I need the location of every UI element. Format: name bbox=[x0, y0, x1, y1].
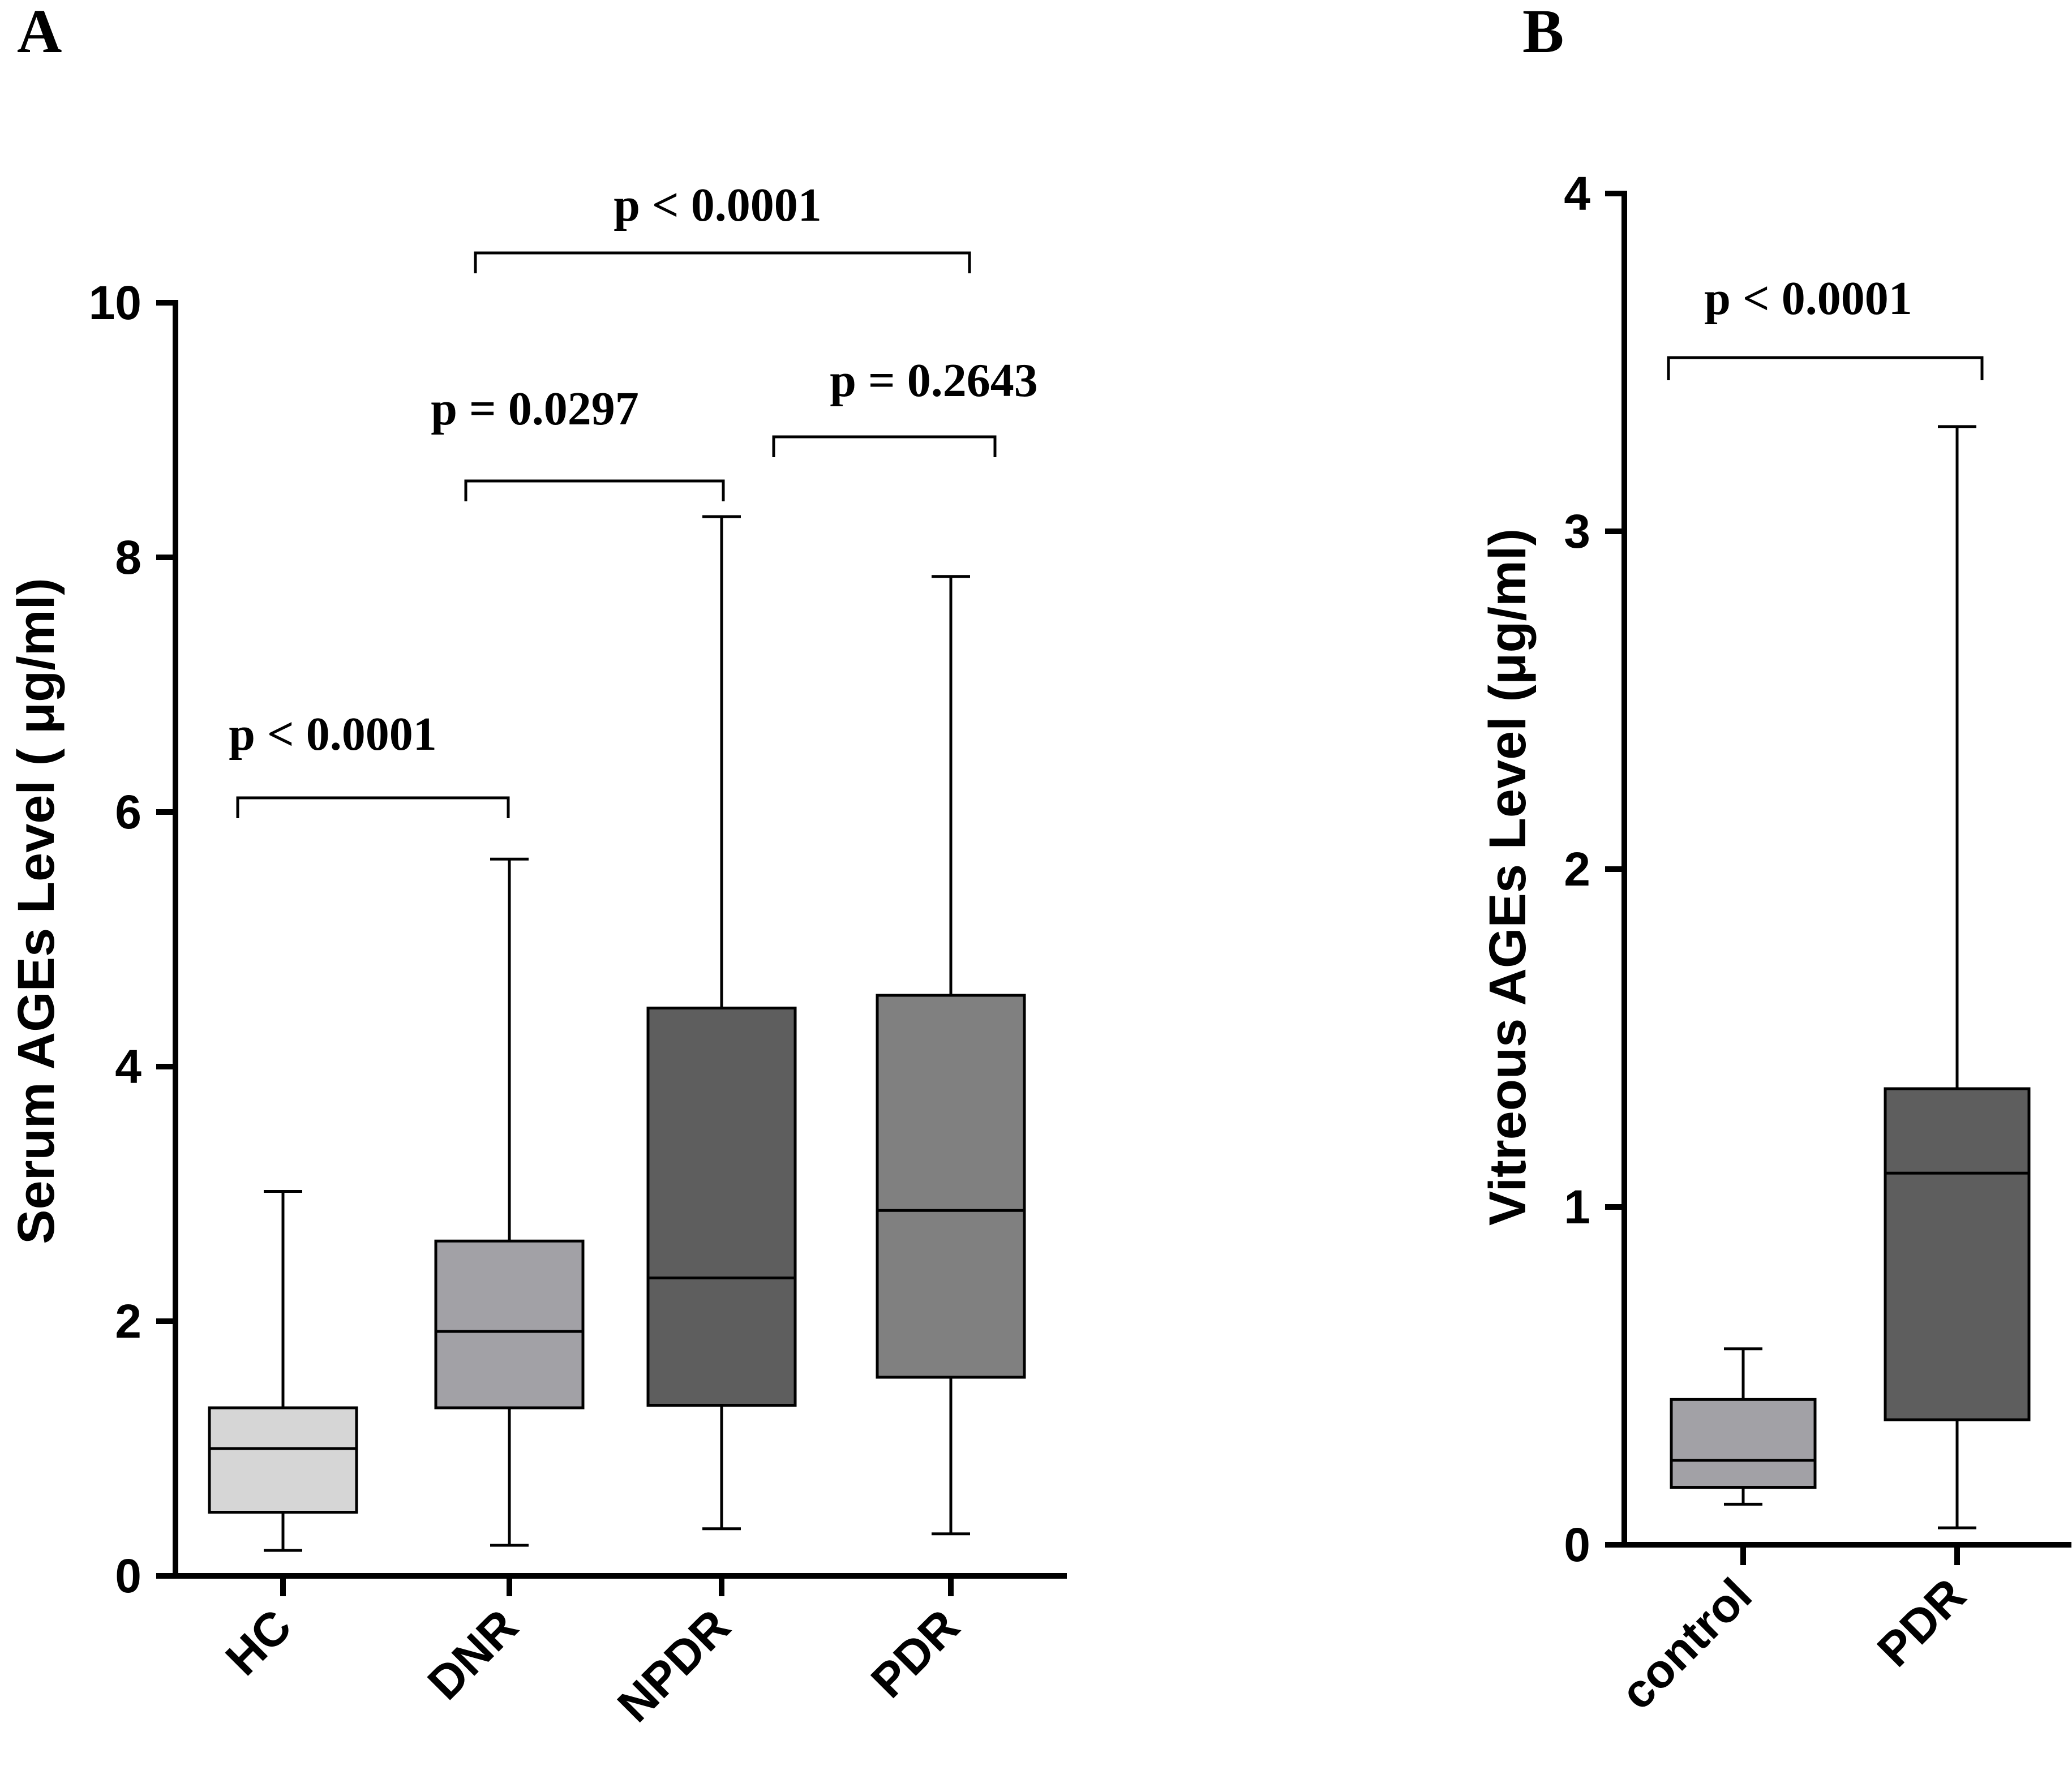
panel-a-label: A bbox=[17, 0, 62, 66]
panel-b-x-ticks: control PDR bbox=[1610, 1545, 1976, 1720]
iqr-box bbox=[646, 1007, 797, 1407]
p-value-label: p = 0.0297 bbox=[431, 383, 639, 435]
p-value-label: p < 0.0001 bbox=[229, 708, 437, 760]
p-value-label: p = 0.2643 bbox=[830, 354, 1038, 407]
panel-b-label: B bbox=[1522, 0, 1564, 66]
panel-a-y-ticks: 0 2 4 6 8 10 bbox=[89, 276, 175, 1602]
bracket-line bbox=[474, 251, 971, 273]
box-dnr bbox=[434, 857, 585, 1547]
bracket-line bbox=[464, 479, 725, 501]
box-control bbox=[1670, 1347, 1817, 1506]
panel-b-brackets: p < 0.0001 bbox=[1667, 272, 1984, 380]
y-tick-label: 4 bbox=[1564, 167, 1590, 220]
iqr-box bbox=[434, 1239, 585, 1410]
bracket-line bbox=[772, 435, 997, 457]
bracket-line bbox=[1667, 356, 1984, 380]
panel-b-y-axis-title: Vitreous AGEs Level (μg/ml) bbox=[1479, 528, 1537, 1226]
significance-bracket: p = 0.0297 bbox=[431, 383, 725, 501]
panel-b: B Vitreous AGEs Level (μg/ml) 0 1 2 3 4 cont… bbox=[1479, 0, 2071, 1720]
y-tick-label: 0 bbox=[115, 1549, 141, 1602]
x-category-label-dnr: DNR bbox=[418, 1599, 528, 1709]
panel-a-y-axis-title: Serum AGEs Level ( μg/ml) bbox=[7, 578, 65, 1244]
panel-a-boxes bbox=[208, 515, 1026, 1552]
y-tick-label: 2 bbox=[115, 1295, 141, 1348]
iqr-box bbox=[208, 1406, 358, 1514]
y-tick-label: 2 bbox=[1564, 843, 1590, 896]
y-tick-label: 1 bbox=[1564, 1180, 1590, 1234]
panel-a-x-ticks: HC DNR NPDR PDR bbox=[215, 1576, 969, 1732]
box-pdr bbox=[876, 575, 1026, 1536]
y-tick-label: 3 bbox=[1564, 505, 1590, 558]
panel-a: A Serum AGEs Level ( μg/ml) 0 2 4 6 8 10 HC DN… bbox=[7, 0, 1067, 1732]
significance-bracket: p < 0.0001 bbox=[229, 708, 510, 818]
x-category-label-hc: HC bbox=[215, 1599, 301, 1685]
significance-bracket: p = 0.2643 bbox=[772, 354, 1038, 457]
box-hc bbox=[208, 1190, 358, 1552]
iqr-box bbox=[876, 994, 1026, 1379]
y-tick-label: 0 bbox=[1564, 1518, 1590, 1571]
y-tick-label: 6 bbox=[115, 785, 141, 839]
box-pdr bbox=[1884, 425, 2031, 1529]
x-category-label-pdr: PDR bbox=[861, 1599, 969, 1708]
bracket-line bbox=[236, 796, 510, 818]
panel-a-brackets: p < 0.0001 p = 0.0297 p = 0.2643 p < 0.0001 bbox=[229, 179, 1038, 818]
x-category-label-npdr: NPDR bbox=[607, 1599, 740, 1732]
y-tick-label: 10 bbox=[89, 276, 141, 329]
y-tick-label: 4 bbox=[115, 1040, 141, 1093]
significance-bracket: p < 0.0001 bbox=[474, 179, 971, 273]
iqr-box bbox=[1884, 1087, 2031, 1421]
p-value-label: p < 0.0001 bbox=[614, 179, 822, 231]
x-category-label-control: control bbox=[1610, 1568, 1762, 1720]
significance-bracket: p < 0.0001 bbox=[1667, 272, 1984, 380]
box-npdr bbox=[646, 515, 797, 1531]
iqr-box bbox=[1670, 1398, 1817, 1489]
x-category-label-pdr: PDR bbox=[1867, 1568, 1976, 1677]
y-tick-label: 8 bbox=[115, 531, 141, 584]
p-value-label: p < 0.0001 bbox=[1704, 272, 1912, 325]
panel-b-y-ticks: 0 1 2 3 4 bbox=[1564, 167, 1624, 1571]
panel-b-boxes bbox=[1670, 425, 2031, 1529]
